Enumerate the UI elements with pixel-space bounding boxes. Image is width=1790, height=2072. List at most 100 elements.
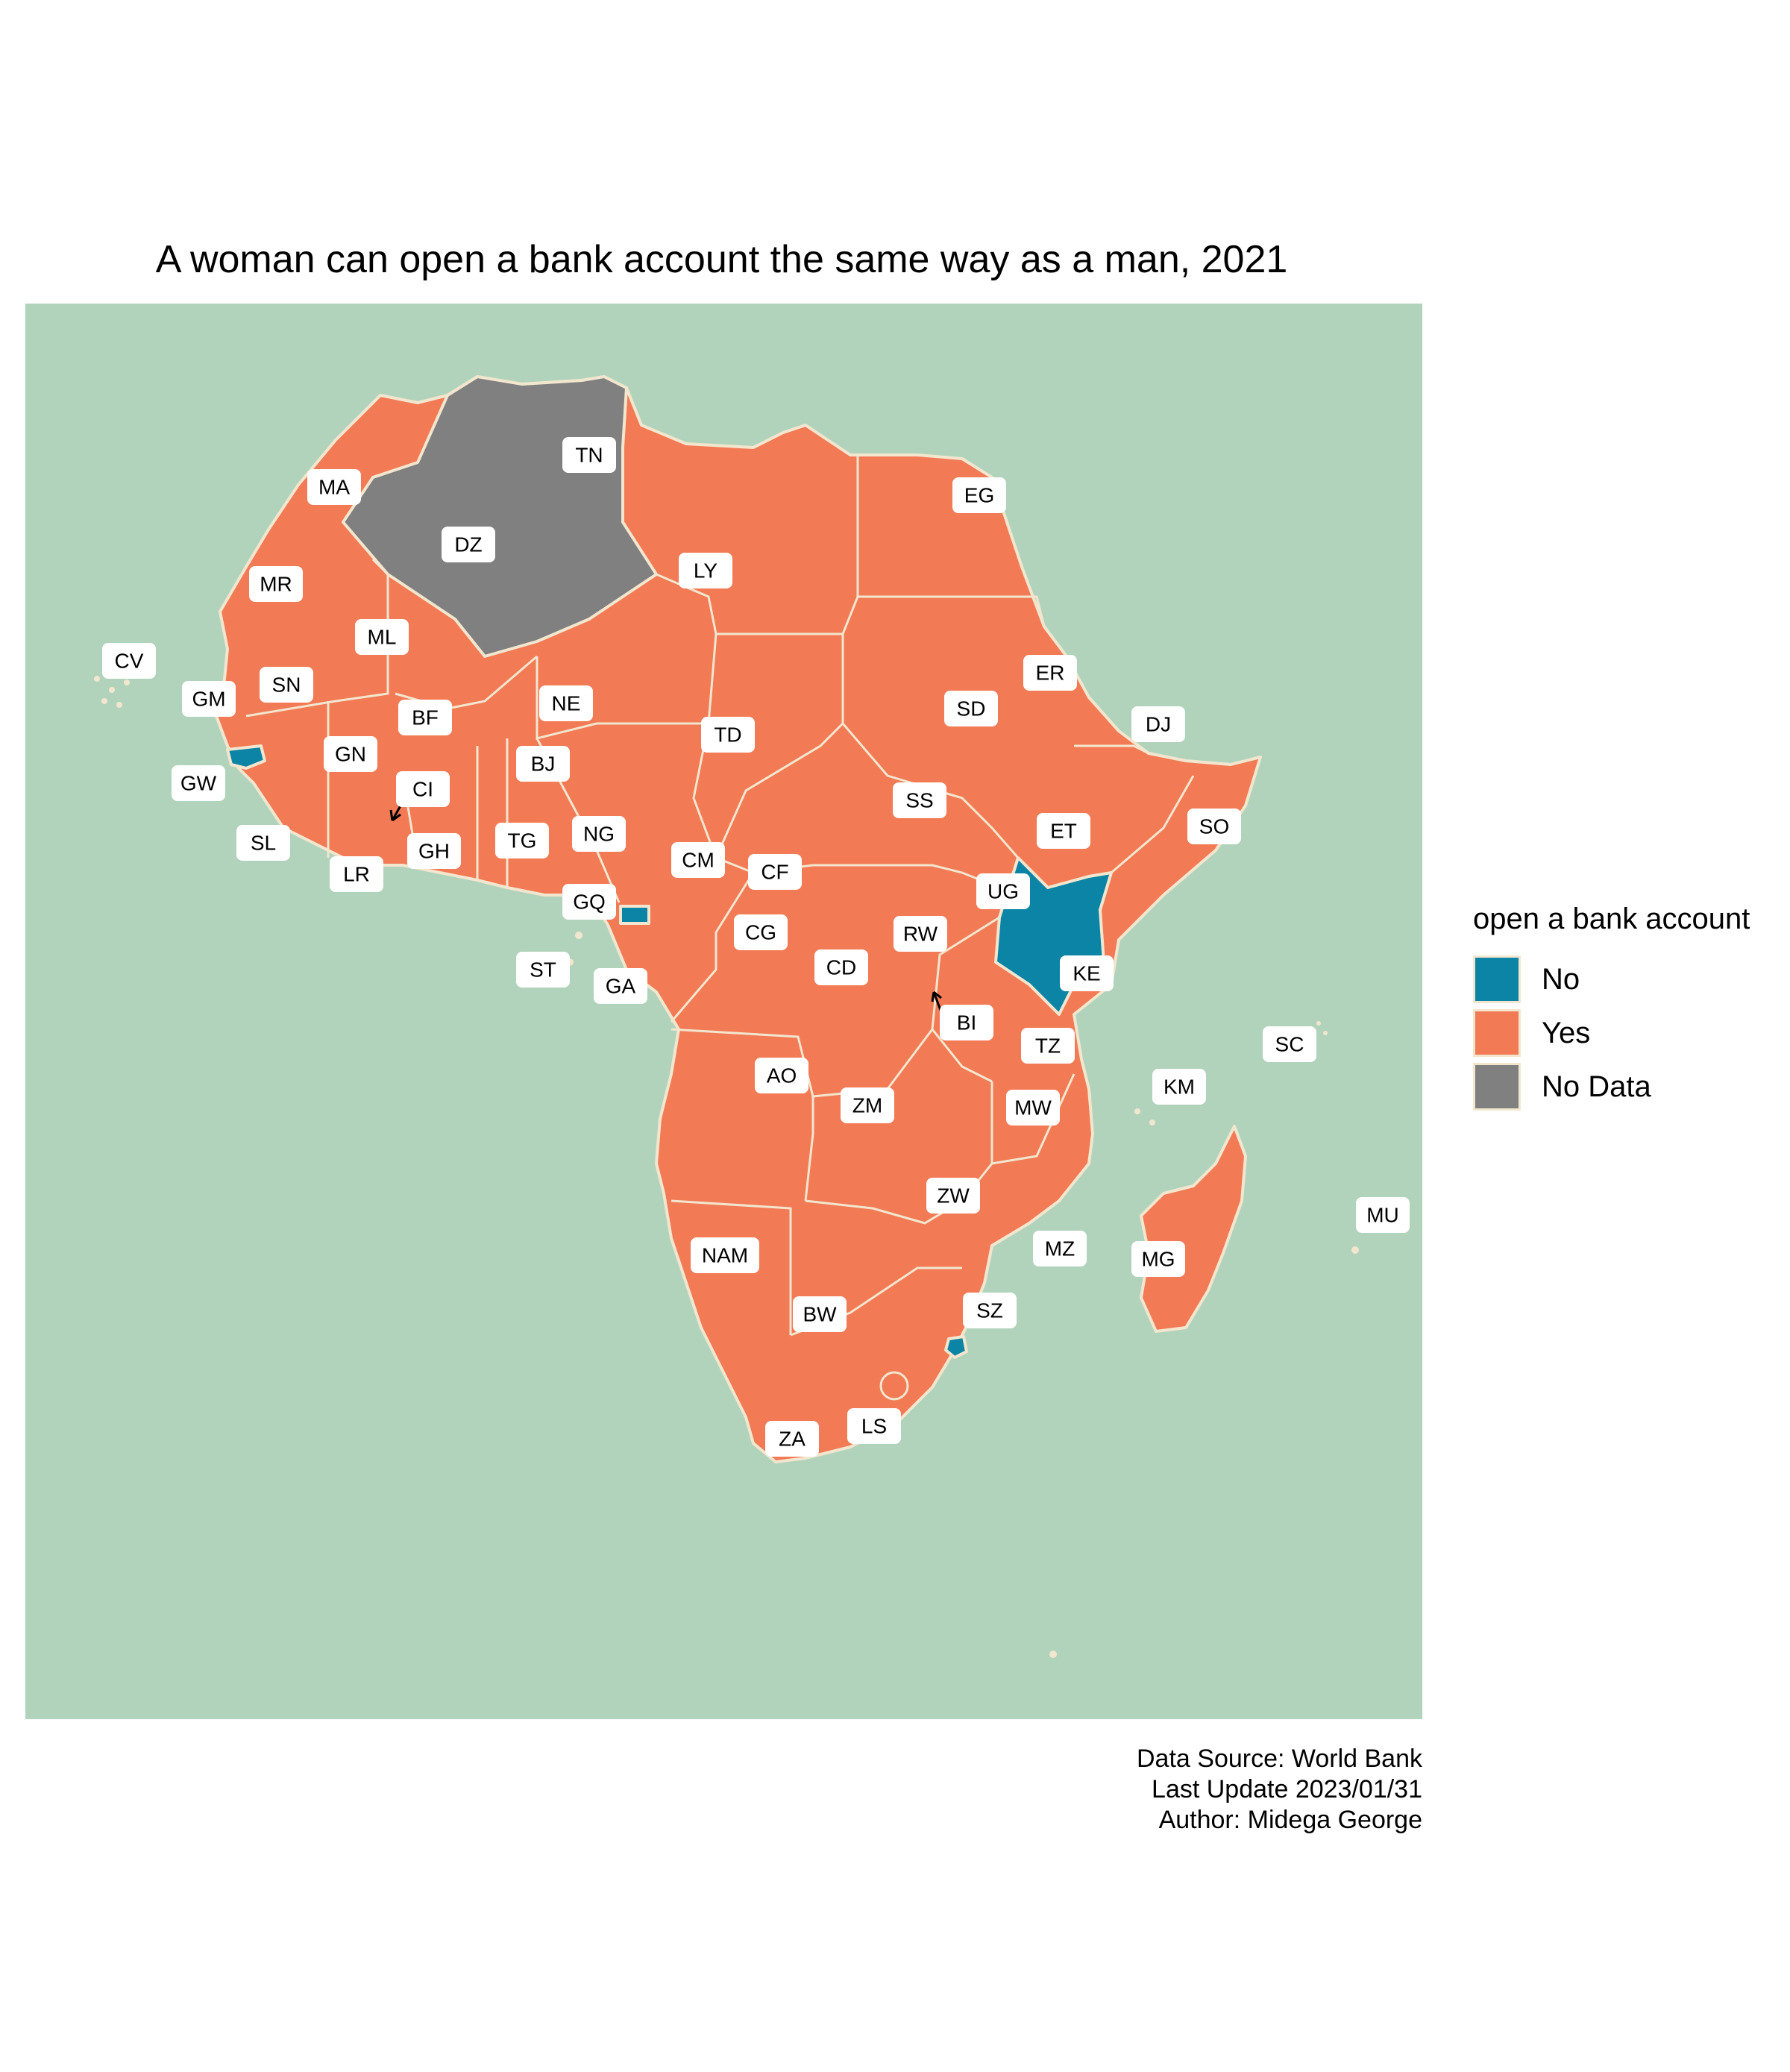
label-box [1021,1028,1075,1064]
label-text: ZW [937,1184,970,1208]
country-gw-shape [226,744,266,770]
label-text: BW [803,1303,837,1326]
label-box [260,667,313,703]
country-label-gn: GN [324,736,377,772]
label-box [398,700,452,735]
country-label-sc: SC [1263,1026,1316,1062]
country-label-ml: ML [355,619,409,655]
legend-item-yes: Yes [1473,1006,1750,1060]
country-label-bj: BJ [516,746,570,782]
legend-swatch [1473,1063,1521,1111]
label-box [594,968,647,1004]
country-label-sn: SN [260,667,313,703]
country-mg-shape [1140,1125,1247,1333]
country-label-mz: MZ [1033,1231,1087,1266]
country-label-ls: LS [847,1408,901,1444]
label-box [172,765,225,801]
country-label-mg: MG [1131,1241,1185,1277]
label-text: NAM [702,1244,748,1267]
label-text: CG [745,921,776,944]
label-text: ET [1050,820,1077,843]
label-box [516,746,570,782]
label-box [442,527,495,562]
legend-label: No [1542,962,1580,996]
country-label-dj: DJ [1131,706,1185,742]
label-box [516,952,570,988]
label-box [701,717,755,753]
label-box [396,771,450,807]
country-label-tg: TG [495,823,549,858]
country-label-sl: SL [236,825,290,861]
label-box [1356,1197,1410,1233]
country-label-za: ZA [765,1421,819,1457]
country-label-ne: NE [539,685,593,721]
country-label-gh: GH [407,833,461,869]
label-text: MG [1141,1248,1175,1271]
label-box [893,782,946,818]
label-box [944,691,998,726]
label-text: RW [903,923,938,946]
label-text: NE [552,692,581,715]
label-text: ML [368,626,397,649]
label-text: GN [335,743,366,766]
label-box [963,1293,1017,1328]
label-box [748,854,802,890]
label-box [407,833,461,869]
label-box [1187,809,1241,844]
label-text: TD [714,723,741,747]
label-text: MU [1366,1204,1399,1227]
country-label-mu: MU [1356,1197,1410,1233]
label-text: BJ [531,753,556,776]
country-label-ao: AO [755,1058,808,1093]
label-text: BI [957,1011,976,1035]
country-label-eg: EG [952,477,1006,513]
country-label-tn: TN [562,437,616,473]
label-text: NG [583,823,615,846]
legend-label: Yes [1542,1016,1591,1049]
country-label-sz: SZ [963,1293,1017,1328]
label-text: GH [418,840,450,863]
label-box [1060,955,1114,991]
country-label-mr: MR [249,566,303,602]
country-label-zw: ZW [926,1178,980,1214]
label-box [324,736,377,772]
label-box [847,1408,901,1444]
label-text: CV [115,650,144,673]
country-label-mw: MW [1006,1090,1060,1126]
label-box [1152,1069,1206,1105]
label-text: SL [251,832,276,855]
country-label-cd: CD [814,949,868,985]
country-label-km: KM [1152,1069,1206,1105]
label-text: SS [905,789,933,812]
label-text: SC [1275,1033,1304,1056]
label-text: GA [606,975,636,998]
label-text: ZM [852,1094,882,1117]
country-label-gq: GQ [562,884,616,920]
country-label-dz: DZ [442,527,495,562]
label-text: SZ [976,1299,1003,1322]
label-box [765,1421,819,1457]
caption-author: Author: Midega George [1158,1806,1422,1834]
label-box [249,566,303,602]
legend-items: No Yes No Data [1473,952,1750,1114]
country-label-sd: SD [944,691,998,726]
label-text: KE [1073,962,1100,985]
label-box [1263,1026,1316,1062]
label-box [793,1296,847,1332]
country-label-gm: GM [182,681,236,717]
country-label-tz: TZ [1021,1028,1075,1064]
country-sz-shape [944,1335,968,1359]
label-text: SD [957,697,986,721]
label-box [539,685,593,721]
legend-swatch [1473,955,1521,1003]
label-box [841,1087,894,1123]
label-box [1033,1231,1087,1266]
label-text: DZ [454,533,482,556]
legend-swatch [1473,1009,1521,1057]
label-box [182,681,236,717]
caption-updated: Last Update 2023/01/31 [1152,1775,1422,1803]
label-text: BF [412,706,439,729]
label-box [940,1005,993,1040]
country-label-so: SO [1187,809,1241,844]
